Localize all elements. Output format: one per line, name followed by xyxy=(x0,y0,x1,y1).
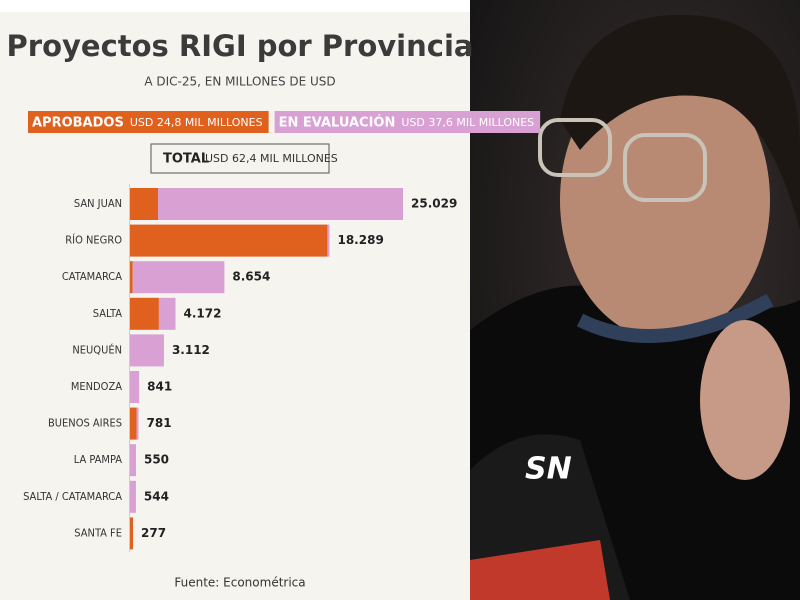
top-strip xyxy=(0,0,470,12)
bar-segment xyxy=(327,224,330,257)
value-label: 4.172 xyxy=(184,306,222,320)
chart-subtitle: A DIC-25, EN MILLONES DE USD xyxy=(144,75,335,89)
bar-segment xyxy=(130,334,164,367)
bar-segment xyxy=(130,261,133,294)
microphone-band xyxy=(470,540,610,600)
category-label: SALTA xyxy=(93,307,122,320)
logo: SN xyxy=(525,452,572,487)
source: Fuente: Econométrica xyxy=(174,576,305,590)
legend: APROBADOS USD 24,8 MIL MILLONES EN EVALUAC… xyxy=(28,111,541,133)
category-label: BUENOS AIRES xyxy=(48,417,122,430)
scarf xyxy=(576,293,774,343)
legend-name: EN EVALUACIÓN xyxy=(279,115,396,131)
bar-segment xyxy=(158,188,403,220)
hair xyxy=(560,14,800,230)
bar-segment xyxy=(136,407,139,440)
bar-segment xyxy=(158,297,176,330)
category-label: NEUQUÉN xyxy=(72,343,122,356)
legend-name: APROBADOS xyxy=(32,116,124,131)
total-label: TOTAL xyxy=(163,152,209,167)
legend-swatch xyxy=(274,111,541,133)
value-label: 841 xyxy=(147,380,172,394)
legend-note: USD 24,8 MIL MILLONES xyxy=(130,116,263,129)
value-label: 25.029 xyxy=(411,197,457,211)
bar-segment xyxy=(130,188,159,220)
bar-segment xyxy=(130,407,137,440)
value-label: 18.289 xyxy=(337,233,383,247)
category-label: RÍO NEGRO xyxy=(65,234,122,247)
category-label: SAN JUAN xyxy=(74,197,122,210)
legend-item: EN EVALUACIÓN USD 37,6 MIL MILLONES xyxy=(274,111,541,133)
category-label: SALTA / CATAMARCA xyxy=(23,490,122,503)
bar-segment xyxy=(132,261,225,294)
category-label: LA PAMPA xyxy=(74,453,123,466)
bar-segment xyxy=(130,371,140,403)
bar-segment xyxy=(130,297,159,330)
glasses xyxy=(538,118,707,202)
bar-segment xyxy=(130,517,134,550)
bar-segment xyxy=(130,224,328,257)
category-label: MENDOZA xyxy=(71,380,122,393)
category-label: CATAMARCA xyxy=(62,270,122,283)
chart-panel xyxy=(0,0,470,600)
legend-swatch xyxy=(28,111,269,133)
value-label: 277 xyxy=(141,526,166,540)
legend-note: USD 37,6 MIL MILLONES xyxy=(401,116,534,129)
value-label: 3.112 xyxy=(172,343,210,357)
chart-title: Proyectos RIGI por Provincia xyxy=(7,29,474,63)
value-label: 550 xyxy=(144,453,169,467)
total-note: USD 62,4 MIL MILLONES xyxy=(205,152,338,165)
value-label: 781 xyxy=(147,416,172,430)
value-label: 544 xyxy=(144,489,169,503)
bar-segment xyxy=(130,444,136,477)
hand xyxy=(700,320,790,480)
legend-item: APROBADOS USD 24,8 MIL MILLONES xyxy=(28,111,269,133)
bar-segment xyxy=(130,480,136,513)
category-label: SANTA FE xyxy=(74,526,122,539)
total-box xyxy=(150,143,330,174)
value-label: 8.654 xyxy=(232,270,270,284)
